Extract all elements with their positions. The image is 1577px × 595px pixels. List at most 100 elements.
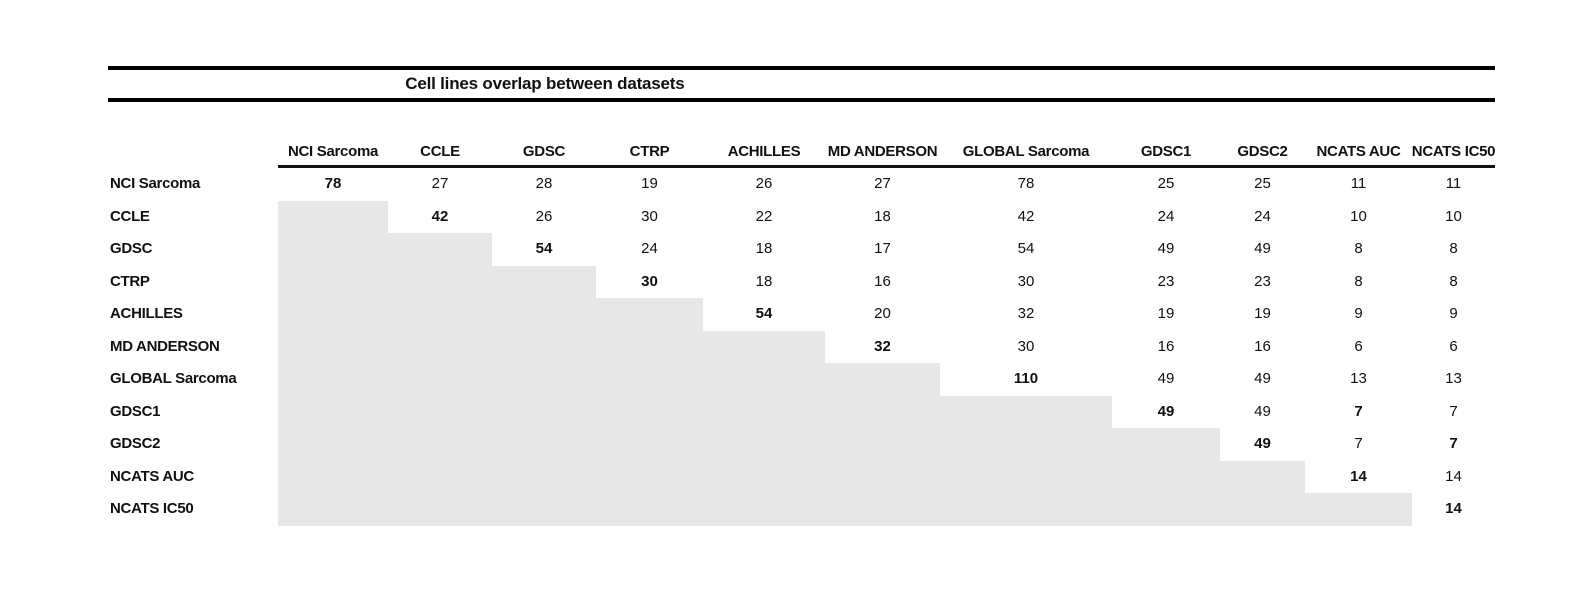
shaded-cell <box>940 395 1112 428</box>
shaded-cell <box>278 395 388 428</box>
matrix-cell: 7 <box>1449 402 1458 420</box>
matrix-cell: 9 <box>1354 305 1363 322</box>
shaded-cell <box>492 428 596 461</box>
matrix-cell: 54 <box>1017 240 1035 257</box>
matrix-cell: 11 <box>1445 175 1462 192</box>
shaded-cell <box>492 298 596 331</box>
column-header: NCI Sarcoma <box>278 138 388 168</box>
shaded-cell <box>703 330 825 363</box>
matrix-cell: 23 <box>1157 272 1175 290</box>
row-label: ACHILLES <box>110 305 183 322</box>
shaded-cell <box>492 493 596 526</box>
matrix-cell: 7 <box>1449 435 1458 452</box>
matrix-cell: 27 <box>431 175 449 192</box>
shaded-cell <box>825 460 940 493</box>
matrix-cell: 18 <box>755 240 773 257</box>
matrix-cell: 24 <box>1254 207 1271 225</box>
shaded-cell <box>492 363 596 396</box>
shaded-cell <box>388 265 492 298</box>
shaded-cell <box>596 493 703 526</box>
matrix-cell: 17 <box>874 240 891 257</box>
matrix-cell: 49 <box>1157 402 1175 420</box>
matrix-cell: 110 <box>1013 370 1039 387</box>
shaded-cell <box>596 298 703 331</box>
matrix-grid: NCI Sarcoma 78 27 28 19 26 27 78 25 25 11 11 CCLE 42 2… <box>108 168 1495 526</box>
matrix-cell: 30 <box>641 207 658 225</box>
matrix-cell: 14 <box>1350 467 1367 485</box>
row-label: GDSC1 <box>110 402 161 420</box>
matrix-cell: 8 <box>1354 240 1363 257</box>
row-label: NCATS AUC <box>110 467 194 485</box>
shaded-cell <box>596 330 703 363</box>
matrix-cell: 24 <box>641 240 658 257</box>
column-header: MD ANDERSON <box>825 138 940 168</box>
shaded-cell <box>825 395 940 428</box>
column-header: GLOBAL Sarcoma <box>940 138 1112 168</box>
shaded-cell <box>703 363 825 396</box>
matrix-cell: 8 <box>1354 272 1363 290</box>
shaded-cell <box>1112 493 1220 526</box>
shaded-cell <box>1112 460 1220 493</box>
matrix-cell: 49 <box>1254 240 1271 257</box>
mid-rule <box>108 98 1495 102</box>
matrix-cell: 9 <box>1449 305 1458 322</box>
matrix-cell: 6 <box>1449 337 1458 355</box>
overlap-table: Cell lines overlap between datasets NCI … <box>108 66 1496 526</box>
matrix-cell: 49 <box>1254 370 1271 387</box>
shaded-cell <box>278 233 388 266</box>
column-header: NCATS AUC <box>1305 138 1412 168</box>
row-label: MD ANDERSON <box>110 337 220 355</box>
matrix-cell: 13 <box>1350 370 1367 387</box>
shaded-cell <box>703 428 825 461</box>
row-label: NCATS IC50 <box>110 500 194 517</box>
row-label: CCLE <box>110 207 150 225</box>
column-header: GDSC1 <box>1112 138 1220 168</box>
column-header-row: NCI Sarcoma CCLE GDSC CTRP ACHILLES MD ANDERS… <box>108 138 1496 168</box>
shaded-cell <box>278 428 388 461</box>
shaded-cell <box>278 330 388 363</box>
table-title: Cell lines overlap between datasets <box>405 74 685 93</box>
shaded-cell <box>940 428 1112 461</box>
row-label: GDSC <box>110 240 153 257</box>
shaded-cell <box>596 460 703 493</box>
matrix-cell: 54 <box>535 240 553 257</box>
shaded-cell <box>492 265 596 298</box>
matrix-cell: 8 <box>1449 240 1458 257</box>
matrix-cell: 19 <box>1157 305 1175 322</box>
matrix-cell: 78 <box>1017 175 1035 192</box>
matrix-cell: 23 <box>1254 272 1271 290</box>
shaded-cell <box>278 460 388 493</box>
matrix-cell: 42 <box>1017 207 1035 225</box>
column-header: CCLE <box>388 138 492 168</box>
shaded-cell <box>492 460 596 493</box>
shaded-cell <box>388 363 492 396</box>
matrix-cell: 22 <box>755 207 773 225</box>
shaded-cell <box>596 363 703 396</box>
matrix-cell: 49 <box>1157 370 1175 387</box>
matrix-cell: 14 <box>1445 467 1462 485</box>
shaded-cell <box>278 265 388 298</box>
matrix-cell: 19 <box>641 175 658 192</box>
shaded-cell <box>1220 460 1305 493</box>
matrix-cell: 10 <box>1350 207 1367 225</box>
column-header: GDSC <box>492 138 596 168</box>
matrix-cell: 6 <box>1354 337 1363 355</box>
row-label: GLOBAL Sarcoma <box>110 370 237 387</box>
column-header: ACHILLES <box>703 138 825 168</box>
shaded-cell <box>492 330 596 363</box>
matrix-cell: 8 <box>1449 272 1458 290</box>
shaded-cell <box>278 493 388 526</box>
matrix-cell: 14 <box>1445 500 1462 517</box>
matrix-cell: 16 <box>874 272 891 290</box>
row-label: NCI Sarcoma <box>110 175 201 192</box>
matrix-cell: 32 <box>1017 305 1035 322</box>
shaded-cell <box>1305 493 1412 526</box>
matrix-cell: 32 <box>874 337 891 355</box>
column-header: GDSC2 <box>1220 138 1305 168</box>
shaded-cell <box>703 493 825 526</box>
shaded-cell <box>492 395 596 428</box>
matrix-cell: 30 <box>1017 337 1035 355</box>
shaded-cell <box>1220 493 1305 526</box>
shaded-cell <box>703 460 825 493</box>
shaded-cell <box>388 298 492 331</box>
